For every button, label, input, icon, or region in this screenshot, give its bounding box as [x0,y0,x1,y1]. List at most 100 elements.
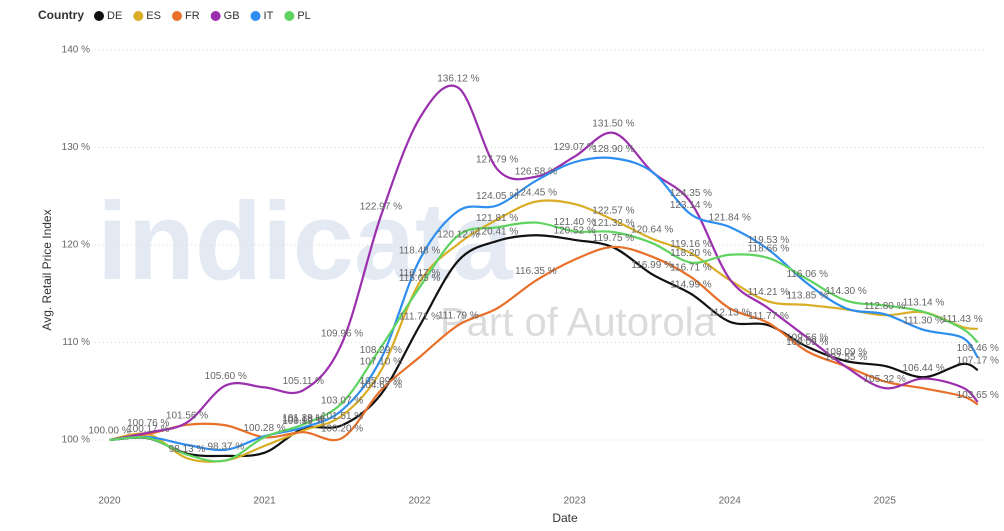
data-label: 119.16 % [670,239,712,250]
x-tick-label: 2023 [564,496,587,507]
data-label: 136.12 % [437,73,479,84]
y-tick-label: 130 % [62,142,90,153]
data-label: 101.16 % [282,414,324,425]
legend-label: FR [185,10,200,22]
data-label: 111.79 % [438,311,479,322]
data-label: 103.65 % [957,390,999,401]
data-label: 122.97 % [360,202,402,213]
y-tick-label: 120 % [62,240,90,251]
data-label: 111.77 % [748,311,789,322]
data-label: 111.43 % [942,314,983,325]
data-label: 120.64 % [631,224,673,235]
legend-label: ES [146,10,161,22]
data-label: 98.13 % [169,444,206,455]
data-label: 122.57 % [592,206,634,217]
data-label: 116.17 % [399,268,441,279]
data-label: 120.41 % [476,227,518,238]
data-label: 111.30 % [903,315,944,326]
data-label: 100.76 % [127,418,169,429]
data-label: 124.35 % [670,188,712,199]
data-label: 116.71 % [670,263,712,274]
data-label: 128.90 % [592,144,634,155]
data-label: 116.99 % [631,260,673,271]
data-label: 109.09 % [786,337,828,348]
data-label: 109.96 % [321,329,363,340]
data-label: 118.20 % [670,248,712,259]
legend-label: PL [297,10,310,22]
series-line [109,84,979,442]
data-label: 105.09 % [360,376,402,387]
data-label: 111.71 % [399,311,440,322]
data-label: 121.84 % [709,213,751,224]
data-label: 131.50 % [592,119,634,130]
data-label: 112.13 % [709,307,751,318]
data-label: 100.28 % [243,423,285,434]
data-label: 121.40 % [554,217,596,228]
data-label: 114.99 % [670,279,712,290]
x-tick-label: 2024 [719,496,742,507]
data-label: 114.30 % [825,286,867,297]
data-label: 100.20 % [321,424,363,435]
data-label: 107.10 % [360,356,402,367]
legend-marker [250,11,261,21]
legend-marker [94,11,104,21]
data-label: 114.21 % [748,287,790,298]
y-tick-label: 110 % [62,337,90,348]
x-axis-label: Date [552,511,578,525]
data-label: 121.81 % [476,213,518,224]
data-label: 124.05 % [476,191,518,202]
data-label: 113.14 % [903,298,945,309]
data-label: 112.80 % [864,301,906,312]
data-label: 115.65 % [399,273,441,284]
legend-label: IT [264,10,274,22]
data-label: 113.85 % [786,291,828,302]
data-label: 120.52 % [554,226,596,237]
data-label: 127.79 % [476,155,518,166]
x-tick-label: 2020 [98,496,121,507]
data-label: 100.17 % [127,424,169,435]
data-label: 101.56 % [166,410,208,421]
data-label: 107.17 % [957,356,999,367]
y-tick-label: 100 % [62,435,90,446]
data-label: 108.29 % [360,345,402,356]
data-label: 120.12 % [437,229,479,240]
data-label: 124.45 % [515,187,557,198]
data-label: 98.37 % [207,442,244,453]
data-label: 100.99 % [282,416,324,427]
data-label: 105.32 % [864,374,906,385]
data-label: 116.06 % [786,269,828,280]
series-line [109,234,979,458]
series-line [109,221,979,463]
legend-label: GB [224,10,240,22]
data-label: 104.67 % [360,380,402,391]
x-tick-label: 2025 [874,496,897,507]
data-label: 118.66 % [748,244,790,255]
data-label: 103.07 % [321,396,363,407]
data-label: 108.09 % [825,347,867,358]
data-label: 108.46 % [957,343,999,354]
data-label: 105.11 % [283,376,325,387]
data-label: 123.14 % [670,200,712,211]
data-label: 118.48 % [399,245,441,256]
y-tick-label: 140 % [62,45,90,56]
data-label: 119.53 % [748,235,790,246]
data-label: 106.44 % [902,363,944,374]
x-tick-label: 2022 [408,496,431,507]
legend-marker [133,11,144,21]
data-label: 129.07 % [554,142,596,153]
data-label: 101.51 % [321,411,363,422]
data-label: 121.32 % [592,218,634,229]
legend-label: DE [107,10,122,22]
data-label: 126.58 % [515,166,557,177]
legend-title: Country [38,8,84,22]
legend-marker [210,11,221,21]
y-axis-label: Avg. Retail Price Index [40,209,54,330]
x-tick-label: 2021 [253,496,276,507]
data-label: 101.29 % [282,413,324,424]
data-label: 100.00 % [88,426,130,437]
legend-marker [171,11,182,21]
watermark-tagline: Part of Autorola [440,301,716,345]
data-label: 116.35 % [515,266,557,277]
data-label: 119.75 % [593,233,635,244]
